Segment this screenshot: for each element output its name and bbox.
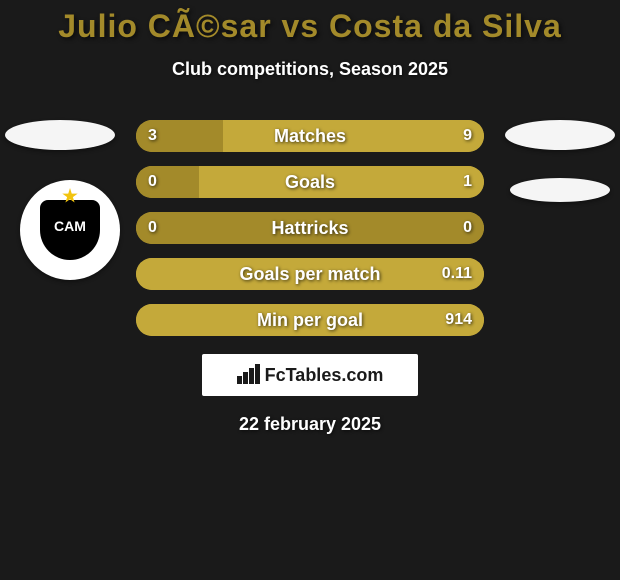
bar-label: Goals xyxy=(136,166,484,198)
bar-label: Goals per match xyxy=(136,258,484,290)
comparison-subtitle: Club competitions, Season 2025 xyxy=(0,59,620,80)
bar-row: Goals per match0.11 xyxy=(136,258,484,290)
comparison-title: Julio CÃ©sar vs Costa da Silva xyxy=(0,0,620,45)
player-right-badge xyxy=(505,120,615,150)
footer-date: 22 february 2025 xyxy=(0,414,620,435)
bar-value-right: 1 xyxy=(463,166,472,198)
bar-value-right: 0.11 xyxy=(442,258,472,290)
bar-value-right: 0 xyxy=(463,212,472,244)
comparison-bars: Matches39Goals01Hattricks00Goals per mat… xyxy=(136,120,484,336)
player-left-badge xyxy=(5,120,115,150)
bar-label: Hattricks xyxy=(136,212,484,244)
bar-label: Matches xyxy=(136,120,484,152)
bar-row: Matches3 9 xyxy=(136,120,484,152)
club-left-badge: CAM xyxy=(20,180,120,280)
bar-value-left: 3 xyxy=(148,120,157,152)
club-left-shield-text: CAM xyxy=(40,218,100,234)
bar-row: Hattricks0 0 xyxy=(136,212,484,244)
bar-value-right: 9 xyxy=(463,120,472,152)
bar-row: Min per goal914 xyxy=(136,304,484,336)
footer-brand-text: FcTables.com xyxy=(265,365,384,386)
club-right-badge xyxy=(510,178,610,202)
bar-value-left: 0 xyxy=(148,212,157,244)
comparison-area: CAM Matches39Goals01Hattricks00Goals per… xyxy=(0,120,620,336)
bar-value-left: 0 xyxy=(148,166,157,198)
bar-chart-icon xyxy=(237,366,259,384)
bar-row: Goals0 1 xyxy=(136,166,484,198)
bar-value-right: 914 xyxy=(445,304,472,336)
footer-brand: FcTables.com xyxy=(202,354,418,396)
club-left-shield-icon: CAM xyxy=(40,200,100,260)
bar-label: Min per goal xyxy=(136,304,484,336)
